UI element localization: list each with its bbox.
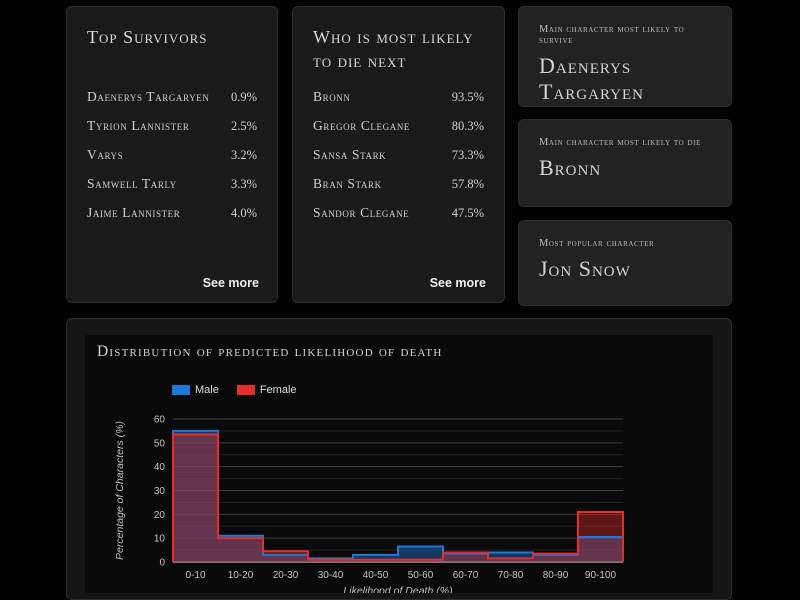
x-tick-label: 70-80 <box>498 570 524 581</box>
top-survivors-card: Top Survivors Daenerys Targaryen 0.9% Tyri… <box>66 6 278 303</box>
list-item: Daenerys Targaryen 0.9% <box>87 89 257 118</box>
x-tick-label: 80-90 <box>543 570 569 581</box>
character-name: Jaime Lannister <box>87 205 181 220</box>
male-color-swatch <box>172 385 190 395</box>
legend-item-female[interactable]: Female <box>236 384 297 396</box>
x-tick-label: 50-60 <box>408 570 434 581</box>
female-color-swatch <box>236 385 255 395</box>
stat-label: Main character most likely to survive <box>539 24 685 46</box>
list-item: Jaime Lannister 4.0% <box>87 205 257 234</box>
list-item: Sansa Stark 73.3% <box>313 147 484 176</box>
stat-card-popular: Most popular character Jon Snow <box>518 220 732 306</box>
x-axis-title: Likelihood of Death (%) <box>343 585 452 593</box>
histogram-outline-female <box>172 433 624 562</box>
die-next-see-more-link[interactable]: See more <box>429 276 486 290</box>
probability-value: 3.3% <box>230 177 257 191</box>
top-survivors-title: Top Survivors <box>87 27 208 47</box>
list-item: Bran Stark 57.8% <box>313 176 484 205</box>
probability-value: 93.5% <box>451 90 484 104</box>
character-name: Tyrion Lannister <box>87 118 190 133</box>
character-name: Varys <box>87 147 124 162</box>
stat-label: Most popular character <box>539 238 655 249</box>
y-tick-label: 60 <box>154 415 166 426</box>
stat-card-survive: Main character most likely to survive Da… <box>518 6 732 107</box>
probability-value: 47.5% <box>451 206 484 220</box>
character-name: Sansa Stark <box>313 147 387 162</box>
histogram-plot: 0 10 20 30 40 50 60 0-10 10-20 20-30 30-40 40-50 50-… <box>114 415 624 593</box>
x-tick-label: 10-20 <box>228 570 254 581</box>
legend-label-female: Female <box>259 384 297 396</box>
stat-value: Daenerys Targaryen <box>539 53 644 104</box>
list-item: Tyrion Lannister 2.5% <box>87 118 257 147</box>
x-tick-label: 0-10 <box>185 570 205 581</box>
probability-value: 0.9% <box>230 90 257 104</box>
list-item: Gregor Clegane 80.3% <box>313 118 484 147</box>
chart-panel: Distribution of predicted likelihood of … <box>85 335 713 593</box>
list-item: Samwell Tarly 3.3% <box>87 176 257 205</box>
probability-value: 57.8% <box>451 177 484 191</box>
x-tick-label: 90-100 <box>585 570 617 581</box>
stat-value: Bronn <box>539 155 602 180</box>
character-name: Sandor Clegane <box>313 205 410 220</box>
y-tick-label: 20 <box>154 510 166 521</box>
x-tick-label: 30-40 <box>318 570 344 581</box>
legend-item-male[interactable]: Male <box>172 384 219 396</box>
y-axis-title: Percentage of Characters (%) <box>114 421 126 560</box>
character-name: Gregor Clegane <box>313 118 411 133</box>
chart-legend: Male Female <box>172 384 297 396</box>
probability-value: 2.5% <box>230 119 257 133</box>
list-item: Sandor Clegane 47.5% <box>313 205 484 234</box>
die-next-list: Bronn 93.5% Gregor Clegane 80.3% Sansa Stark… <box>313 89 484 234</box>
list-item: Bronn 93.5% <box>313 89 484 118</box>
histogram-outline-male <box>172 429 624 562</box>
character-name: Bran Stark <box>313 176 382 191</box>
character-name: Daenerys Targaryen <box>87 89 210 104</box>
probability-value: 3.2% <box>230 148 257 162</box>
character-name: Samwell Tarly <box>87 176 177 191</box>
probability-value: 4.0% <box>230 206 257 220</box>
y-tick-label: 10 <box>154 534 166 545</box>
die-next-card: Who is most likely to die next Bronn 93.5… <box>292 6 505 303</box>
character-name: Bronn <box>313 89 351 104</box>
stat-value: Jon Snow <box>539 256 631 281</box>
y-tick-label: 40 <box>154 462 166 473</box>
probability-value: 80.3% <box>451 119 484 133</box>
stat-label: Main character most likely to die <box>539 137 701 148</box>
y-tick-label: 0 <box>159 558 165 569</box>
y-tick-label: 30 <box>154 486 166 497</box>
x-tick-label: 20-30 <box>273 570 299 581</box>
die-next-title: Who is most likely to die next <box>313 27 474 71</box>
x-tick-label: 60-70 <box>453 570 479 581</box>
chart-title: Distribution of predicted likelihood of … <box>97 343 443 360</box>
histogram-fill-female <box>173 434 623 562</box>
x-tick-label: 40-50 <box>363 570 389 581</box>
y-tick-label: 50 <box>154 438 166 449</box>
list-item: Varys 3.2% <box>87 147 257 176</box>
top-survivors-list: Daenerys Targaryen 0.9% Tyrion Lannister 2.… <box>87 89 257 234</box>
stat-card-die: Main character most likely to die Bronn <box>518 119 732 207</box>
legend-label-male: Male <box>195 384 219 396</box>
death-distribution-chart-card: Distribution of predicted likelihood of … <box>66 318 732 600</box>
probability-value: 73.3% <box>451 148 484 162</box>
top-survivors-see-more-link[interactable]: See more <box>202 276 259 290</box>
